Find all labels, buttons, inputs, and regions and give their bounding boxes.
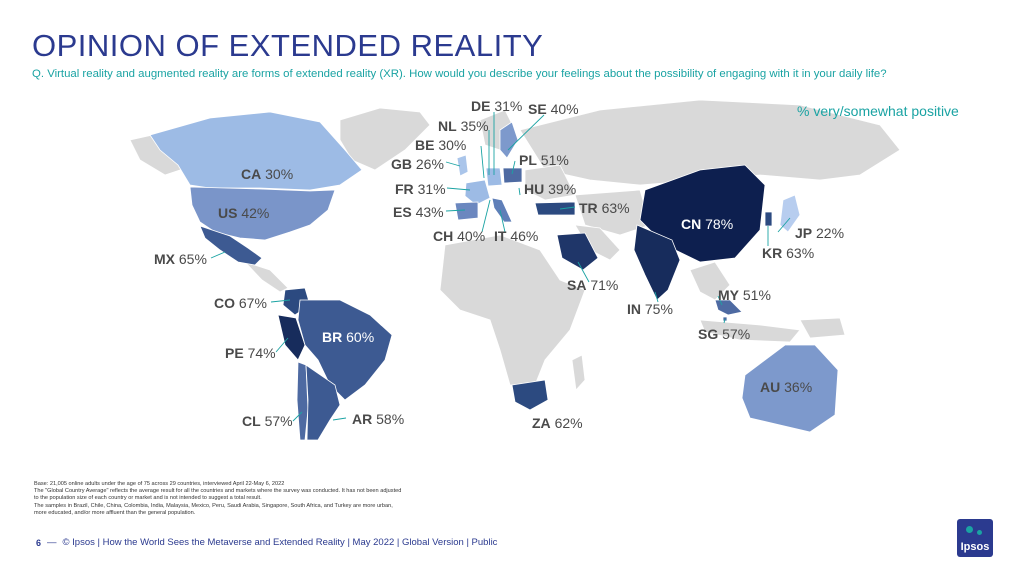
label-sa: SA 71%	[567, 277, 619, 293]
au-shape	[741, 344, 839, 433]
central-america-shape	[244, 261, 289, 293]
us-shape	[189, 186, 336, 241]
pl-shape	[502, 167, 523, 184]
base-note: The samples in Brazil, Chile, China, Col…	[34, 502, 393, 516]
label-kr: KR 63%	[762, 245, 815, 261]
page-title: OPINION OF EXTENDED REALITY	[32, 28, 544, 63]
eastern-europe-shape	[524, 164, 576, 201]
central-asia-shape	[574, 189, 651, 236]
ar-shape	[305, 364, 341, 441]
in-shape	[633, 224, 681, 301]
label-es: ES 43%	[393, 204, 444, 220]
label-sg: SG 57%	[698, 326, 751, 342]
label-gb: GB 26%	[391, 156, 444, 172]
label-hu: HU 39%	[524, 181, 577, 197]
new-guinea-shape	[799, 317, 846, 339]
label-fr: FR 31%	[395, 181, 446, 197]
ca-shape	[149, 111, 363, 191]
label-nl: NL 35%	[438, 118, 489, 134]
label-pe: PE 74%	[225, 345, 276, 361]
mx-shape	[199, 225, 263, 266]
se-asia-shape	[689, 261, 731, 301]
footer: 6 — © Ipsos | How the World Sees the Met…	[36, 537, 497, 548]
kr-shape	[764, 211, 773, 227]
label-cl: CL 57%	[242, 413, 293, 429]
it-shape	[491, 197, 513, 223]
footer-text: © Ipsos | How the World Sees the Metaver…	[62, 537, 498, 548]
base-notes: Base: 21,005 online adults under the age…	[34, 481, 404, 517]
sa-shape	[556, 232, 599, 271]
tr-shape	[534, 201, 576, 216]
survey-question: Q. Virtual reality and augmented reality…	[32, 68, 887, 80]
de-shape	[485, 167, 503, 187]
label-pl: PL 51%	[519, 152, 569, 168]
label-mx: MX 65%	[154, 251, 207, 267]
base-note: Base: 21,005 online adults under the age…	[34, 481, 285, 487]
label-za: ZA 62%	[532, 415, 583, 431]
russia-shape	[519, 99, 901, 186]
za-shape	[511, 379, 549, 411]
es-shape	[454, 201, 479, 221]
se-shape	[499, 121, 519, 159]
label-be: BE 30%	[415, 137, 467, 153]
label-my: MY 51%	[718, 287, 771, 303]
label-jp: JP 22%	[795, 225, 845, 241]
ipsos-logo: Ipsos	[957, 519, 993, 557]
label-ch: CH 40%	[433, 228, 486, 244]
fr-shape	[464, 179, 491, 206]
label-it: IT 46%	[494, 228, 539, 244]
label-in: IN 75%	[627, 301, 673, 317]
label-us: US 42%	[218, 205, 270, 221]
indonesia-shape	[699, 319, 801, 343]
madagascar-shape	[571, 354, 586, 391]
jp-shape	[779, 194, 801, 233]
label-co: CO 67%	[214, 295, 267, 311]
dash-icon: —	[47, 537, 57, 548]
label-ca: CA 30%	[241, 166, 294, 182]
pe-shape	[277, 314, 306, 361]
label-tr: TR 63%	[579, 200, 630, 216]
countries-with-data	[149, 111, 839, 441]
label-cn: CN 78%	[681, 216, 734, 232]
africa-shape	[439, 234, 586, 386]
gb-shape	[456, 154, 469, 177]
br-shape	[297, 299, 393, 401]
label-au: AU 36%	[760, 379, 813, 395]
page-number: 6	[36, 537, 42, 548]
label-de: DE 31%	[471, 98, 523, 114]
greenland-shape	[339, 107, 431, 171]
label-se: SE 40%	[528, 101, 579, 117]
label-ar: AR 58%	[352, 411, 405, 427]
leader-lines	[210, 112, 791, 422]
label-br: BR 60%	[322, 329, 375, 345]
legend-note: % very/somewhat positive	[797, 103, 959, 119]
base-note: The "Global Country Average" reflects th…	[34, 488, 402, 502]
